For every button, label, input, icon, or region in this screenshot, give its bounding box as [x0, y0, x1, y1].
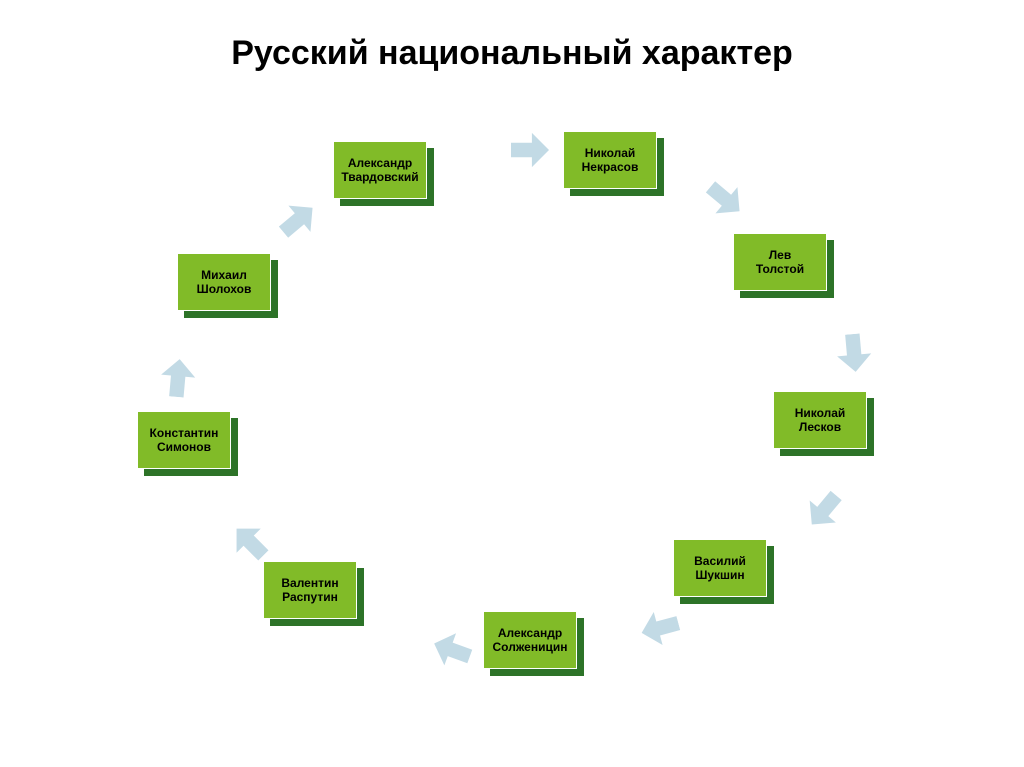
node-label: Александр Твардовский: [341, 156, 418, 185]
node-label: Лев Толстой: [756, 248, 804, 277]
node-box: Константин Симонов: [137, 411, 231, 469]
cycle-arrow: [511, 131, 549, 169]
node-box: Василий Шукшин: [673, 539, 767, 597]
node-sholokhov: Михаил Шолохов: [177, 253, 271, 311]
cycle-arrow: [637, 605, 684, 652]
cycle-arrow: [157, 357, 198, 398]
node-label: Валентин Распутин: [281, 576, 338, 605]
node-label: Александр Солженицин: [493, 626, 568, 655]
cycle-arrow: [797, 483, 851, 537]
node-box: Лев Толстой: [733, 233, 827, 291]
node-shukshin: Василий Шукшин: [673, 539, 767, 597]
node-box: Александр Солженицин: [483, 611, 577, 669]
cycle-arrow: [428, 626, 477, 675]
node-solzhenitsyn: Александр Солженицин: [483, 611, 577, 669]
node-label: Николай Некрасов: [582, 146, 639, 175]
node-leskov: Николай Лесков: [773, 391, 867, 449]
node-box: Михаил Шолохов: [177, 253, 271, 311]
node-tolstoy: Лев Толстой: [733, 233, 827, 291]
node-label: Михаил Шолохов: [197, 268, 252, 297]
node-simonov: Константин Симонов: [137, 411, 231, 469]
node-box: Александр Твардовский: [333, 141, 427, 199]
node-box: Валентин Распутин: [263, 561, 357, 619]
diagram-title: Русский национальный характер: [0, 34, 1024, 73]
node-nekrasov: Николай Некрасов: [563, 131, 657, 189]
node-label: Василий Шукшин: [694, 554, 746, 583]
node-label: Николай Лесков: [795, 406, 846, 435]
cycle-arrow: [271, 193, 325, 247]
cycle-arrow: [833, 332, 874, 373]
node-box: Николай Некрасов: [563, 131, 657, 189]
node-rasputin: Валентин Распутин: [263, 561, 357, 619]
cycle-arrow: [698, 172, 752, 226]
node-box: Николай Лесков: [773, 391, 867, 449]
node-label: Константин Симонов: [150, 426, 219, 455]
node-tvardovsky: Александр Твардовский: [333, 141, 427, 199]
